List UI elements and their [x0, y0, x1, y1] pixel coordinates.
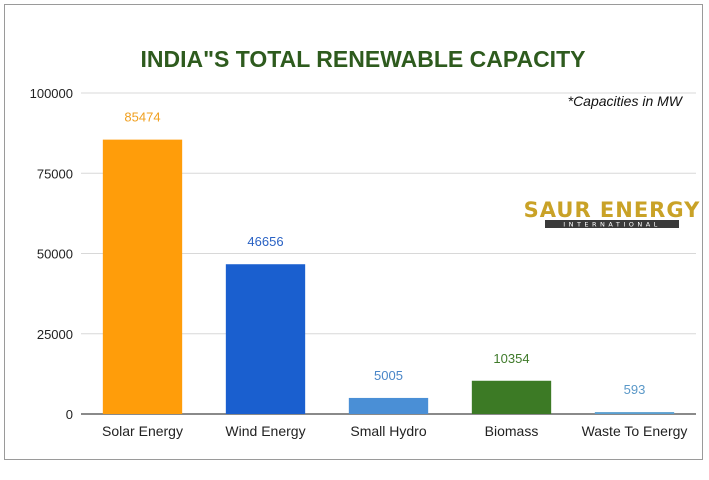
y-tick-label: 25000 — [37, 327, 73, 342]
y-tick-label: 0 — [66, 407, 73, 422]
x-axis-labels: Solar Energy Wind Energy Small Hydro Biomas… — [102, 423, 687, 439]
saur-energy-logo: SAUR ENERGY INTERNATIONAL — [524, 198, 701, 229]
bar — [471, 380, 552, 414]
x-tick-label: Wind Energy — [225, 423, 305, 439]
bar — [348, 397, 429, 414]
logo-tagline: INTERNATIONAL — [563, 221, 661, 229]
data-label: 10354 — [493, 351, 529, 366]
data-label: 46656 — [247, 234, 283, 249]
bar — [102, 139, 183, 414]
bars — [102, 139, 675, 414]
x-tick-label: Biomass — [485, 423, 539, 439]
data-labels: 85474 46656 5005 10354 593 — [124, 110, 645, 397]
logo-text: SAUR ENERGY — [524, 198, 701, 222]
y-axis-ticks: 0 25000 50000 75000 100000 — [30, 86, 73, 422]
chart-frame: INDIA"S TOTAL RENEWABLE CAPACITY *Capaci… — [4, 4, 703, 460]
bar — [225, 264, 306, 414]
y-tick-label: 50000 — [37, 247, 73, 262]
data-label: 5005 — [374, 368, 403, 383]
y-tick-label: 75000 — [37, 166, 73, 181]
data-label: 593 — [624, 382, 646, 397]
data-label: 85474 — [124, 110, 160, 125]
x-tick-label: Small Hydro — [350, 423, 426, 439]
units-note: *Capacities in MW — [568, 93, 684, 109]
logo-band — [545, 220, 679, 228]
bar-chart: INDIA"S TOTAL RENEWABLE CAPACITY *Capaci… — [30, 46, 701, 439]
x-tick-label: Solar Energy — [102, 423, 183, 439]
chart-title: INDIA"S TOTAL RENEWABLE CAPACITY — [141, 46, 586, 72]
x-tick-label: Waste To Energy — [582, 423, 688, 439]
y-tick-label: 100000 — [30, 86, 73, 101]
bar — [594, 412, 675, 414]
